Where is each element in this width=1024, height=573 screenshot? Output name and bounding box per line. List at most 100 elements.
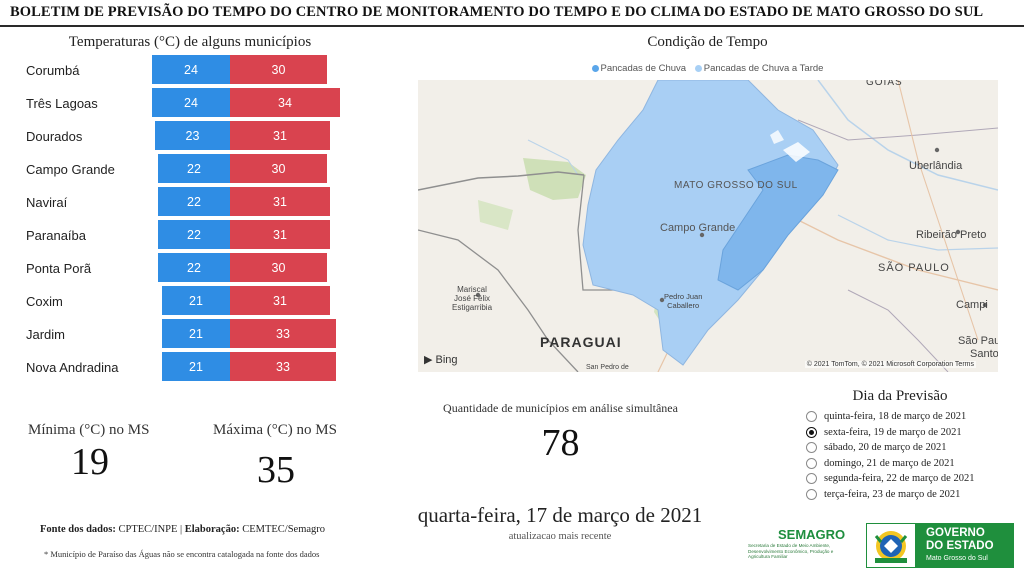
max-temp-bar[interactable]: 31 xyxy=(230,286,330,315)
forecast-option[interactable]: domingo, 21 de março de 2021 xyxy=(806,456,1006,472)
map-canvas xyxy=(418,80,998,372)
min-temp-bar[interactable]: 21 xyxy=(162,319,230,348)
map-label-ribeirao-preto: Ribeirão Preto xyxy=(916,229,987,241)
map-label-san-pedro: San Pedro de xyxy=(586,364,629,371)
city-label: Três Lagoas xyxy=(26,96,98,111)
radio-icon[interactable] xyxy=(806,488,817,500)
header-divider xyxy=(0,25,1024,27)
city-label: Jardim xyxy=(26,327,66,342)
max-temp-bar[interactable]: 30 xyxy=(230,55,327,84)
forecast-option-label: sexta-feira, 19 de março de 2021 xyxy=(824,426,962,438)
city-label: Dourados xyxy=(26,129,83,144)
map-label-uberlandia: Uberlândia xyxy=(909,160,963,172)
temp-row: Naviraí 22 31 xyxy=(0,186,345,219)
bing-label: Bing xyxy=(435,354,458,366)
max-temp-value: 35 xyxy=(257,449,295,491)
map-title: Condição de Tempo xyxy=(647,34,768,50)
map-label-state: MATO GROSSO DO SUL xyxy=(674,180,798,191)
radio-icon[interactable] xyxy=(806,411,817,423)
elaboration-value: CEMTEC/Semagro xyxy=(239,524,326,535)
min-temp-bar[interactable]: 24 xyxy=(152,55,230,84)
min-temp-bar[interactable]: 22 xyxy=(158,253,230,282)
min-temp-bar[interactable]: 22 xyxy=(158,154,230,183)
temp-row: Nova Andradina 21 33 xyxy=(0,351,345,384)
map-label-santos: Santo xyxy=(970,348,998,360)
radio-icon[interactable] xyxy=(806,473,817,485)
max-temp-bar[interactable]: 34 xyxy=(230,88,340,117)
city-label: Ponta Porã xyxy=(26,261,92,276)
temp-row: Três Lagoas 24 34 xyxy=(0,87,345,120)
map-label-sao-paulo-city: São Paulo xyxy=(958,335,998,347)
forecast-option[interactable]: segunda-feira, 22 de março de 2021 xyxy=(806,471,1006,487)
map-copyright[interactable]: © 2021 TomTom, © 2021 Microsoft Corporat… xyxy=(804,361,976,368)
radio-icon[interactable] xyxy=(806,442,817,454)
min-temp-bar[interactable]: 22 xyxy=(158,220,230,249)
legend-item[interactable]: Pancadas de Chuva a Tarde xyxy=(694,63,824,74)
gov-line-1: GOVERNO xyxy=(926,527,985,539)
max-temp-bar[interactable]: 30 xyxy=(230,154,327,183)
government-logo: GOVERNO DO ESTADO Mato Grosso do Sul xyxy=(866,523,1014,568)
elaboration-label: Elaboração: xyxy=(184,524,240,535)
forecast-option[interactable]: terça-feira, 23 de março de 2021 xyxy=(806,487,1006,503)
page-title: BOLETIM DE PREVISÃO DO TEMPO DO CENTRO D… xyxy=(10,4,984,20)
weather-map[interactable]: GOIÁS Uberlândia MATO GROSSO DO SUL Camp… xyxy=(418,80,998,372)
forecast-option[interactable]: sexta-feira, 19 de março de 2021 xyxy=(806,425,1006,441)
min-temp-bar[interactable]: 21 xyxy=(162,286,230,315)
legend-dot-icon xyxy=(591,64,599,72)
municipalities-count-value: 78 xyxy=(541,422,580,464)
max-temp-bar[interactable]: 31 xyxy=(230,121,330,150)
gov-line-2: DO ESTADO xyxy=(926,540,994,552)
map-label-campo-grande: Campo Grande xyxy=(660,222,736,234)
min-temp-bar[interactable]: 22 xyxy=(158,187,230,216)
city-label: Coxim xyxy=(26,294,63,309)
temp-row: Campo Grande 22 30 xyxy=(0,153,345,186)
update-date: quarta-feira, 17 de março de 2021 xyxy=(417,503,703,527)
max-temp-label: Máxima (°C) no MS xyxy=(213,422,337,438)
data-source: Fonte dos dados: CPTEC/INPE | Elaboração… xyxy=(40,524,325,535)
radio-icon[interactable] xyxy=(806,457,817,469)
source-label: Fonte dos dados: xyxy=(40,524,116,535)
city-label: Paranaíba xyxy=(26,228,86,243)
min-temp-bar[interactable]: 24 xyxy=(152,88,230,117)
map-label-pedro-juan: Pedro Juan Caballero xyxy=(664,292,703,310)
city-label: Naviraí xyxy=(26,195,68,210)
temp-row: Dourados 23 31 xyxy=(0,120,345,153)
forecast-option[interactable]: sábado, 20 de março de 2021 xyxy=(806,440,1006,456)
temperatures-chart: Corumbá 24 30 Três Lagoas 24 34 Dourados… xyxy=(0,54,345,384)
map-label-mariscal: Mariscal José Félix Estigarribia xyxy=(452,285,493,312)
forecast-option-label: sábado, 20 de março de 2021 xyxy=(824,442,947,454)
semagro-name: SEMAGRO xyxy=(778,527,846,542)
max-temp-bar[interactable]: 31 xyxy=(230,187,330,216)
legend-label: Pancadas de Chuva a Tarde xyxy=(703,63,824,74)
city-label: Corumbá xyxy=(26,63,80,78)
source-value: CPTEC/INPE | xyxy=(115,524,185,535)
temp-row: Corumbá 24 30 xyxy=(0,54,345,87)
temp-row: Coxim 21 31 xyxy=(0,285,345,318)
forecast-option-label: domingo, 21 de março de 2021 xyxy=(824,457,955,469)
radio-checked-icon[interactable] xyxy=(806,426,817,438)
semagro-logo: SEMAGRO Secretaria de Estado de Meio Amb… xyxy=(748,524,856,568)
temperatures-title: Temperaturas (°C) de alguns municípios xyxy=(68,34,312,50)
min-temp-bar[interactable]: 21 xyxy=(162,352,230,381)
forecast-option-label: quinta-feira, 18 de março de 2021 xyxy=(824,411,967,423)
max-temp-bar[interactable]: 30 xyxy=(230,253,327,282)
max-temp-bar[interactable]: 31 xyxy=(230,220,330,249)
map-label-paraguai: PARAGUAI xyxy=(540,334,622,350)
min-temp-bar[interactable]: 23 xyxy=(155,121,230,150)
forecast-option[interactable]: quinta-feira, 18 de março de 2021 xyxy=(806,409,1006,425)
map-label-goias: GOIÁS xyxy=(866,80,903,88)
max-temp-bar[interactable]: 33 xyxy=(230,319,336,348)
footnote: * Município de Paraíso das Águas não se … xyxy=(44,549,320,559)
bing-logo[interactable]: ▶ Bing xyxy=(424,353,458,366)
temp-row: Jardim 21 33 xyxy=(0,318,345,351)
gov-line-3: Mato Grosso do Sul xyxy=(926,555,988,562)
map-legend: Pancadas de Chuva Pancadas de Chuva a Ta… xyxy=(560,63,855,74)
min-temp-label: Mínima (°C) no MS xyxy=(28,422,150,438)
semagro-description: Secretaria de Estado de Meio Ambiente, D… xyxy=(748,543,834,560)
forecast-day-selector: quinta-feira, 18 de março de 2021 sexta-… xyxy=(806,409,1006,502)
max-temp-bar[interactable]: 33 xyxy=(230,352,336,381)
bing-icon: ▶ xyxy=(424,354,436,366)
temp-row: Ponta Porã 22 30 xyxy=(0,252,345,285)
legend-item[interactable]: Pancadas de Chuva xyxy=(591,63,686,74)
forecast-option-label: terça-feira, 23 de março de 2021 xyxy=(824,488,961,500)
